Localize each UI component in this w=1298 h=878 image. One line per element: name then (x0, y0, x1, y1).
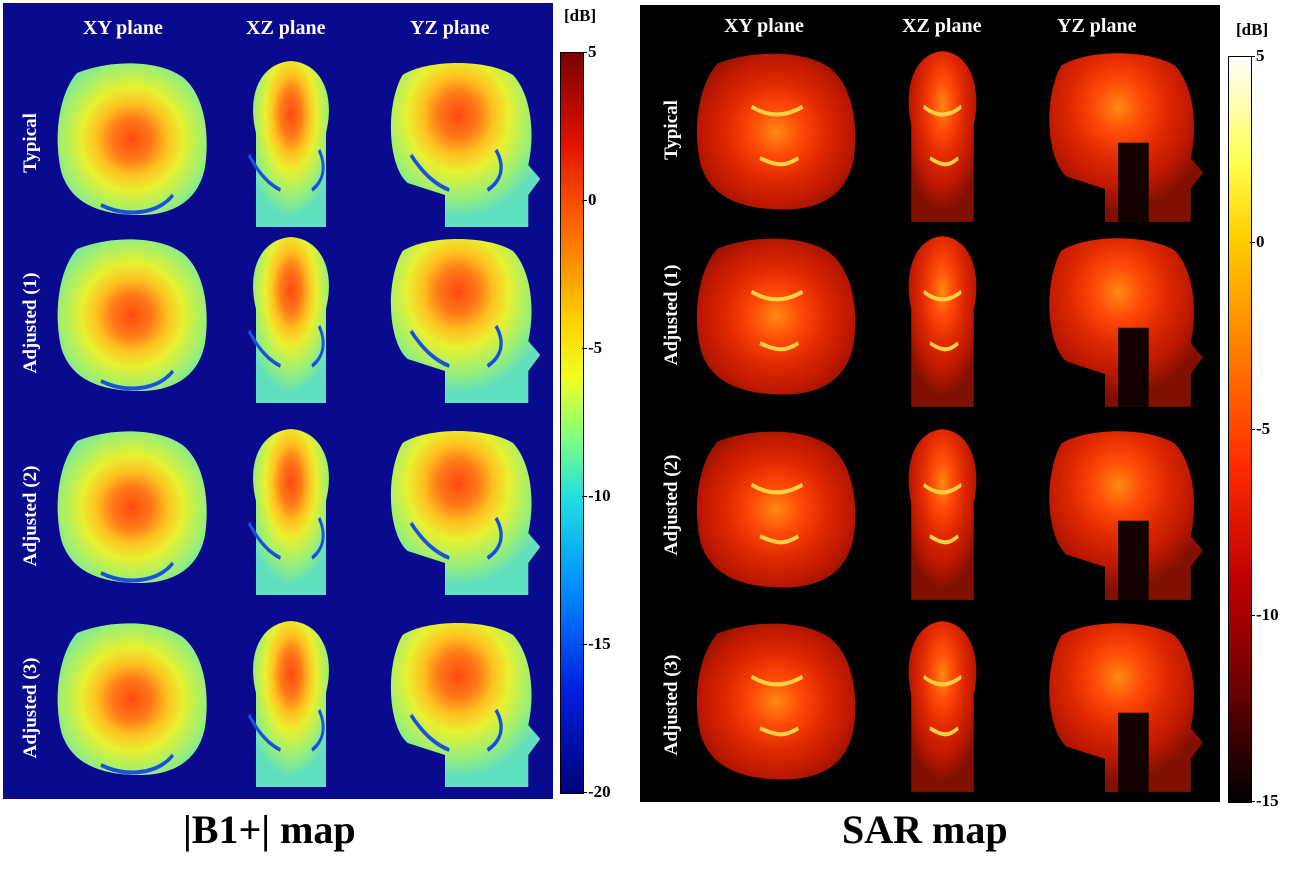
sar-row-header-adjusted-1: Adjusted (1) (661, 264, 682, 366)
sar-colorbar-tick: -10 (1256, 604, 1279, 624)
b1-col-header-yz: YZ plane (410, 17, 490, 39)
sar-slice-image (880, 230, 1005, 410)
sar-colorbar-tick-mark (1250, 428, 1255, 430)
sar-slice-image (692, 230, 862, 410)
b1-col-header-xy: XY plane (83, 17, 163, 39)
sar-slice-image (1035, 615, 1210, 795)
b1-slice-image (221, 615, 361, 790)
sar-slice-image (1035, 230, 1210, 410)
sar-map-caption: SAR map (842, 807, 1008, 852)
b1-slice-image (221, 55, 361, 230)
sar-colorbar (1228, 56, 1252, 803)
b1-map-panel: XY plane XZ plane YZ plane Typical Adjus… (3, 3, 553, 799)
sar-slice-image (692, 423, 862, 603)
sar-colorbar-tick: 0 (1256, 232, 1265, 252)
b1-colorbar-tick-mark (582, 644, 587, 645)
sar-map-panel: XY plane XZ plane YZ plane Typical Adjus… (640, 5, 1220, 802)
b1-colorbar-tick-mark (582, 52, 587, 53)
b1-col-header-xz: XZ plane (246, 17, 326, 39)
b1-colorbar-tick-mark (582, 348, 587, 349)
b1-slice-image (221, 231, 361, 406)
b1-row-header-typical: Typical (20, 113, 41, 173)
b1-colorbar-tick: -15 (588, 634, 611, 653)
sar-col-header-xz: XZ plane (902, 15, 982, 37)
sar-colorbar-tick: -5 (1256, 418, 1271, 438)
sar-row-header-adjusted-3: Adjusted (3) (661, 654, 682, 756)
b1-colorbar-tick: -5 (588, 338, 603, 357)
b1-colorbar-tick: -10 (588, 486, 611, 505)
b1-slice-image (53, 423, 213, 598)
sar-colorbar-tick-mark (1250, 56, 1255, 57)
b1-colorbar-tick: -20 (588, 782, 611, 801)
sar-colorbar-tick-mark (1250, 242, 1255, 244)
b1-colorbar-tick: 0 (588, 190, 597, 209)
sar-slice-image (1035, 45, 1210, 225)
b1-row-header-adjusted-1: Adjusted (1) (20, 272, 41, 374)
b1-slice-image (377, 615, 547, 790)
b1-colorbar-tick-mark (582, 200, 587, 201)
b1-slice-image (377, 423, 547, 598)
b1-slice-image (53, 615, 213, 790)
b1-slice-image (377, 55, 547, 230)
sar-colorbar-tick-mark (1250, 801, 1255, 802)
b1-colorbar-tick-mark (582, 496, 587, 497)
sar-slice-image (880, 423, 1005, 603)
sar-slice-image (880, 615, 1005, 795)
b1-slice-image (53, 231, 213, 406)
b1-slice-image (53, 55, 213, 230)
b1-colorbar-tick: 5 (588, 42, 597, 61)
b1-map-caption: |B1+| map (183, 807, 356, 852)
sar-col-header-xy: XY plane (724, 15, 804, 37)
b1-colorbar-unit: [dB] (564, 6, 597, 25)
b1-colorbar-tick-mark (582, 792, 587, 793)
sar-colorbar-tick-mark (1250, 614, 1255, 616)
sar-slice-image (880, 45, 1005, 225)
sar-colorbar-unit: [dB] (1236, 20, 1269, 39)
sar-slice-image (692, 615, 862, 795)
sar-colorbar-tick: -15 (1256, 791, 1279, 810)
b1-slice-image (221, 423, 361, 598)
sar-col-header-yz: YZ plane (1057, 15, 1137, 37)
b1-row-header-adjusted-3: Adjusted (3) (20, 657, 41, 759)
b1-colorbar (560, 52, 584, 794)
b1-row-header-adjusted-2: Adjusted (2) (20, 465, 41, 567)
sar-slice-image (1035, 423, 1210, 603)
sar-row-header-typical: Typical (661, 100, 682, 160)
sar-colorbar-tick: 5 (1256, 46, 1265, 65)
sar-row-header-adjusted-2: Adjusted (2) (661, 454, 682, 556)
sar-slice-image (692, 45, 862, 225)
b1-slice-image (377, 231, 547, 406)
